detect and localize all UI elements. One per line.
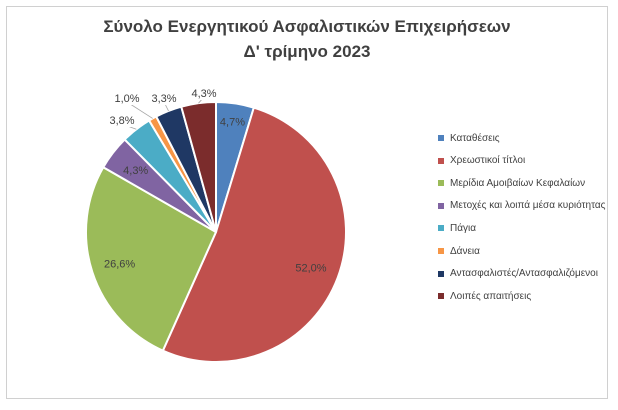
pie-slice xyxy=(85,165,218,352)
data-label: 52,0% xyxy=(295,263,326,275)
legend-swatch xyxy=(438,135,444,141)
legend-swatch xyxy=(438,180,444,187)
data-label: 3,3% xyxy=(151,93,176,105)
chart-title: Σύνολο Ενεργητικού Ασφαλιστικών Επιχειρή… xyxy=(6,14,608,64)
legend-item: Δάνεια xyxy=(438,244,480,258)
legend-label: Πάγια xyxy=(450,222,477,234)
data-label: 4,3% xyxy=(123,165,148,177)
data-label-background xyxy=(108,114,136,127)
legend-item: Μερίδια Αμοιβαίων Κεφαλαίων xyxy=(438,176,585,190)
chart-title-line-1: Σύνολο Ενεργητικού Ασφαλιστικών Επιχειρή… xyxy=(103,17,511,36)
legend-item: Μετοχές και λοιπά μέσα κυριότητας xyxy=(438,199,605,213)
legend-item: Λοιπές απαιτήσεις xyxy=(438,289,531,303)
legend-item: Αντασφαλιστές/Αντασφαλιζόμενοι xyxy=(438,267,598,281)
data-label: 3,8% xyxy=(109,115,134,127)
data-label-background xyxy=(150,92,178,105)
legend-item: Χρεωστικοί τίτλοι xyxy=(438,154,525,168)
legend-swatch xyxy=(438,225,444,232)
pie-slice xyxy=(161,106,347,363)
data-label: 4,3% xyxy=(191,88,216,100)
legend-label: Χρεωστικοί τίτλοι xyxy=(450,155,526,167)
legend-swatch xyxy=(438,270,444,277)
chart-title-line-2: Δ' τρίμηνο 2023 xyxy=(243,42,371,61)
legend-label: Καταθέσεις xyxy=(450,132,500,144)
legend-label: Λοιπές απαιτήσεις xyxy=(450,290,532,302)
data-label: 26,6% xyxy=(104,258,135,270)
legend-swatch xyxy=(438,157,444,164)
data-label: 1,0% xyxy=(114,93,139,105)
data-label: 4,7% xyxy=(220,116,245,128)
legend-label: Αντασφαλιστές/Αντασφαλιζόμενοι xyxy=(450,268,598,280)
legend-swatch xyxy=(438,248,444,254)
legend-label: Μετοχές και λοιπά μέσα κυριότητας xyxy=(450,200,606,212)
legend-swatch xyxy=(438,293,444,300)
data-label-background xyxy=(190,87,218,100)
legend-swatch xyxy=(438,202,444,209)
legend-label: Μερίδια Αμοιβαίων Κεφαλαίων xyxy=(450,177,586,189)
legend-item: Πάγια xyxy=(438,221,476,235)
legend-item: Καταθέσεις xyxy=(438,131,500,145)
legend-label: Δάνεια xyxy=(450,245,480,257)
data-label-background xyxy=(113,92,141,105)
